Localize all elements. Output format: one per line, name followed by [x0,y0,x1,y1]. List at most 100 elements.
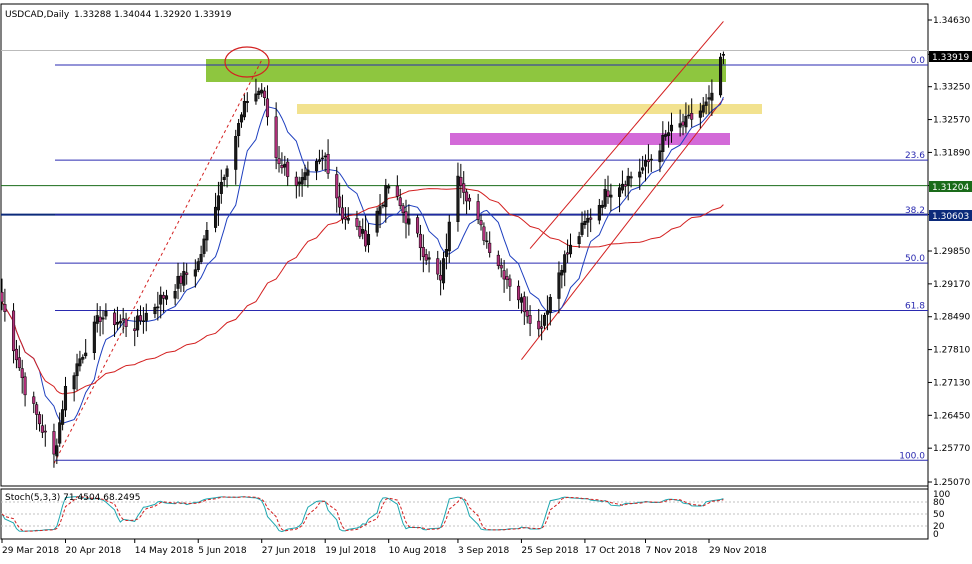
candle-body [136,315,140,331]
price-tick-label: 1.27810 [933,346,970,356]
candle-body [560,269,564,276]
candle-body [182,271,186,286]
candle-body [395,185,399,197]
candle-body [61,409,65,425]
candle-body [185,272,189,275]
candle-body [623,184,627,187]
candle-body [277,158,281,165]
candle-body [219,181,223,194]
candle-body [415,217,420,234]
candle-body [343,216,347,220]
fib-label: 38.2 [905,206,925,216]
candle-body [398,197,402,207]
candle-body [104,310,108,317]
candle-body [58,422,62,444]
candle-body [537,320,541,330]
candle-body [234,136,238,170]
candle-body [239,114,244,123]
candle-body [115,321,119,325]
candle-body [620,183,624,191]
current-price-box [929,51,972,62]
candle-body [583,221,587,225]
price-tick-label: 1.34630 [933,16,970,26]
candle-body [557,272,561,299]
candle-body [381,204,385,207]
candle-body [159,294,163,305]
peak-ellipse [224,46,270,78]
time-axis: 29 Mar 2018 20 Apr 2018 14 May 2018 5 Jun 2… [1,539,767,556]
candle-body [205,230,209,241]
candle-body [124,318,128,327]
candle-body [121,318,125,321]
candle-body [300,177,304,185]
stoch-tick-label: 0 [933,530,939,540]
candle-body [364,230,368,247]
candle-body [421,247,425,257]
time-tick-label: 25 Sep 2018 [521,546,578,556]
candle-body [681,121,685,126]
candle-body [502,270,506,280]
price-axis: 1.34630 1.33919 1.33250 1.32570 1.31890 1.312… [928,16,970,488]
candle-body [378,206,382,215]
candle-body [626,175,630,186]
candle-body [242,100,246,118]
candle-body [263,90,267,98]
candle-body [404,211,408,224]
candle-body [606,190,610,197]
candle-body [314,160,319,172]
time-tick-label: 7 Nov 2018 [646,546,698,556]
candle-body [597,205,601,221]
candle-body [43,430,47,433]
candle-body [40,425,44,433]
candles [0,51,725,468]
candle-body [609,194,613,198]
price-tick-label: 1.32570 [933,116,970,126]
current-price-label: 1.33919 [932,53,969,63]
candle-body [361,229,365,234]
candle-body [144,312,148,321]
candle-body [112,312,117,326]
candle-body [35,404,39,415]
candle-body [78,358,82,367]
candle-body [525,310,529,317]
candle-body [153,306,157,315]
price-tick-label: 1.25770 [933,444,970,454]
trendlines [53,21,724,464]
candle-body [98,316,102,322]
price-tick-label: 1.33250 [933,83,970,93]
candle-body [465,191,469,202]
candle-body [479,220,483,226]
candle-body [427,257,431,260]
candle-body [52,431,56,455]
candle-body [516,285,521,301]
fib-label: 61.8 [905,301,925,311]
level1-price-label: 1.31204 [932,183,969,193]
candle-body [499,264,503,269]
candle-body [338,196,342,208]
time-tick-label: 29 Nov 2018 [709,546,767,556]
candle-body [384,185,388,208]
candle-body [710,92,714,101]
candle-body [358,226,362,237]
time-tick-label: 19 Jul 2018 [325,546,376,556]
candle-body [0,291,4,303]
candle-body [213,206,218,228]
candle-body [101,317,105,320]
time-tick-label: 17 Oct 2018 [585,546,641,556]
candle-body [265,98,270,118]
candle-body [649,158,653,161]
candle-body [643,160,648,167]
candle-body [638,171,642,178]
candle-body [548,296,552,313]
price-tick-label: 1.31890 [933,148,970,158]
slow-moving-average [1,187,724,395]
candle-body [664,134,668,137]
yellow-zone [297,104,762,114]
candle-body [254,93,258,102]
candle-body [603,189,607,207]
candle-body [687,114,691,117]
candle-body [23,376,27,396]
candle-body [260,89,264,94]
candle-body [519,297,523,303]
